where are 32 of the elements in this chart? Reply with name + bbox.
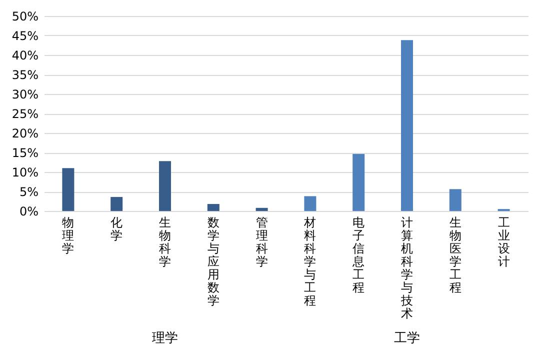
x-tick-label: 生物科学	[159, 216, 171, 268]
x-tick-label: 工业设计	[498, 216, 510, 268]
y-tick-label: 50%	[12, 10, 38, 24]
y-tick-label: 5%	[19, 185, 38, 199]
text: 工学	[394, 331, 420, 346]
x-tick-label: 电子信息工程	[352, 216, 365, 294]
y-tick-label: 0%	[19, 204, 38, 218]
text: 理学	[152, 331, 178, 346]
bar	[352, 154, 365, 211]
y-tick-label: 45%	[12, 29, 38, 43]
x-tick-label: 材料科学与工程	[303, 216, 316, 308]
x-tick-label: 数学与应用数学	[207, 216, 220, 308]
y-tick-label: 20%	[12, 126, 38, 140]
x-tick-label: 化学	[110, 216, 123, 242]
bar	[401, 40, 413, 211]
bar	[159, 161, 171, 211]
bar	[62, 168, 74, 211]
x-tick-label: 生物医学工程	[449, 216, 462, 294]
y-tick-label: 35%	[12, 68, 38, 82]
y-tick-label: 40%	[12, 48, 38, 62]
bar	[110, 196, 123, 211]
bar	[256, 208, 268, 211]
y-tick-label: 30%	[12, 88, 38, 102]
y-tick-label: 25%	[12, 107, 38, 121]
x-tick-label: 物理学	[62, 216, 74, 256]
bar	[449, 189, 462, 211]
bar	[207, 204, 220, 211]
x-tick-label: 管理科学	[256, 216, 268, 268]
x-tick-label: 计算机科学与技术	[400, 216, 413, 320]
bar	[304, 196, 316, 211]
y-tick-label: 15%	[12, 146, 38, 160]
y-tick-label: 10%	[12, 166, 38, 180]
